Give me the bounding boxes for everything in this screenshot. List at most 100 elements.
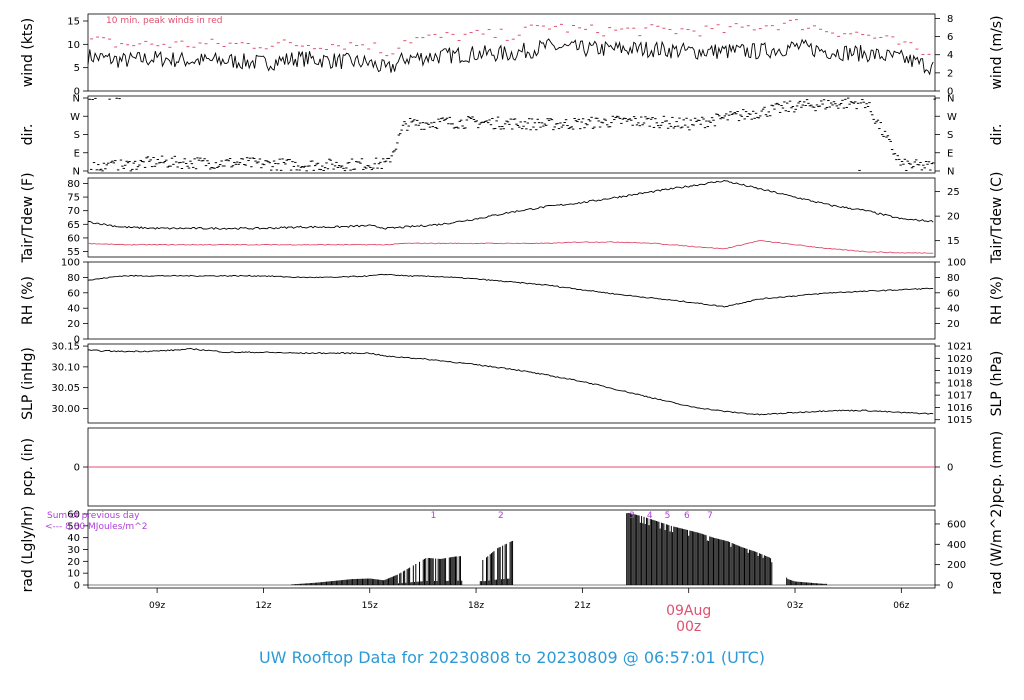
dir-ytick-right-label: W	[947, 112, 957, 123]
temp-ytick-label: 65	[67, 220, 80, 231]
radiation-hour-mark: 7	[707, 511, 713, 521]
slp-ytick-label: 30.10	[51, 362, 80, 373]
pcp-ytick-label: 0	[74, 463, 80, 474]
x-tick-label: 03z	[787, 601, 803, 611]
temp-ylabel: Tair/Tdew (F)	[20, 172, 36, 263]
rh-ytick-label: 20	[67, 319, 80, 330]
radiation-hour-mark: 5	[665, 511, 671, 521]
day-label-z: 00z	[676, 619, 701, 635]
pcp-ytick-right-label: 0	[947, 463, 953, 474]
rh-ytick-right-label: 40	[947, 304, 960, 315]
rh-ytick-label: 100	[61, 258, 80, 269]
rh-ytick-label: 60	[67, 288, 80, 299]
rh-ylabel: RH (%)	[20, 276, 36, 325]
temp-ytick-right-label: 15	[947, 236, 960, 247]
wind-panel-frame	[87, 13, 936, 92]
rh-ytick-right-label: 60	[947, 288, 960, 299]
rad-ytick-label: 40	[67, 533, 80, 544]
temp-ytick-right-label: 20	[947, 212, 960, 223]
peak-winds-note: 10 min. peak winds in red	[106, 16, 223, 26]
dir-ytick-right-label: N	[947, 167, 954, 178]
slp-ytick-right-label: 1017	[947, 391, 972, 402]
x-tick-label: 09z	[149, 601, 165, 611]
page-title: UW Rooftop Data for 20230808 to 20230809…	[258, 648, 766, 667]
temperature-panel-frame	[87, 177, 936, 258]
slp-ytick-right-label: 1015	[947, 415, 972, 426]
rad-ytick-right-label: 400	[947, 540, 966, 551]
slp-panel-frame	[87, 343, 936, 424]
rh-ytick-label: 80	[67, 273, 80, 284]
rad-ytick-label: 30	[67, 545, 80, 556]
rad-ytick-label: 60	[67, 510, 80, 521]
daily-sum-value: <--- 8.80 MJoules/m^2	[45, 522, 147, 532]
wind-speed-line	[87, 38, 934, 76]
direction-panel-frame	[87, 95, 936, 174]
pcp-ylabel: pcp. (in)	[20, 438, 36, 496]
rh-ytick-label: 0	[74, 335, 80, 346]
rad-ytick-label: 50	[67, 521, 80, 532]
slp-ytick-label: 30.15	[51, 342, 80, 353]
rad-ytick-label: 20	[67, 557, 80, 568]
daily-sum-label: Sum of previous day	[47, 511, 140, 521]
x-tick-label: 06z	[893, 601, 909, 611]
x-tick-label: 21z	[574, 601, 590, 611]
rh-panel-frame	[87, 261, 936, 340]
rh-ytick-right-label: 100	[947, 258, 966, 269]
slp-ytick-right-label: 1019	[947, 366, 972, 377]
dir-ytick-right-label: N	[947, 94, 954, 105]
x-tick-label: 12z	[255, 601, 271, 611]
wind-ytick-label: 5	[74, 63, 80, 74]
slp-ytick-right-label: 1020	[947, 354, 972, 365]
x-tick-label: 18z	[468, 601, 484, 611]
wind-ylabel: wind (kts)	[20, 18, 36, 87]
temp-ytick-label: 75	[67, 193, 80, 204]
dir-ytick-right-label: S	[947, 130, 953, 141]
slp-ytick-right-label: 1021	[947, 342, 972, 353]
rad-ylabel: rad (Lgly/hr)	[20, 506, 36, 593]
slp-ytick-label: 30.00	[51, 404, 80, 415]
dir-ytick-label: E	[74, 148, 80, 159]
wind-ytick-right-label: 2	[947, 68, 953, 79]
day-label: 09Aug	[666, 603, 711, 619]
temp-ylabel-right: Tair/Tdew (C)	[989, 172, 1005, 265]
dir-ytick-label: N	[73, 94, 80, 105]
radiation-hour-mark: 2	[498, 511, 504, 521]
radiation-hour-mark: 4	[647, 511, 653, 521]
dir-ylabel-right: dir.	[989, 124, 1005, 146]
rad-ytick-right-label: 600	[947, 519, 966, 530]
radiation-panel-frame	[87, 509, 936, 589]
temp-ytick-label: 55	[67, 247, 80, 258]
x-tick-label: 15z	[362, 601, 378, 611]
slp-ylabel: SLP (inHg)	[20, 347, 36, 420]
wind-ytick-label: 15	[67, 17, 80, 28]
rad-ylabel-right: rad (W/m^2)	[989, 503, 1005, 594]
rad-ytick-right-label: 200	[947, 560, 966, 571]
slp-ylabel-right: SLP (hPa)	[989, 351, 1005, 417]
rh-line	[87, 273, 934, 308]
dir-ytick-right-label: E	[947, 148, 953, 159]
wind-ytick-right-label: 4	[947, 50, 953, 61]
radiation-hour-mark: 6	[684, 511, 690, 521]
wind-ytick-right-label: 8	[947, 14, 953, 25]
slp-line	[87, 348, 934, 416]
rad-ytick-label: 0	[74, 581, 80, 592]
pcp-ylabel-right: pcp. (mm)	[989, 431, 1005, 504]
rad-ytick-right-label: 0	[947, 581, 953, 592]
slp-ytick-right-label: 1018	[947, 378, 972, 389]
rh-ytick-right-label: 20	[947, 319, 960, 330]
rh-ytick-label: 40	[67, 304, 80, 315]
dir-ytick-label: W	[70, 112, 80, 123]
air-temperature-line	[88, 180, 934, 230]
dewpoint-line	[87, 240, 934, 254]
rh-ylabel-right: RH (%)	[989, 276, 1005, 325]
temp-ytick-label: 80	[67, 179, 80, 190]
radiation-hour-mark: 1	[431, 511, 437, 521]
wind-ytick-label: 10	[67, 40, 80, 51]
wind-ytick-label: 0	[74, 87, 80, 98]
rad-ytick-label: 10	[67, 569, 80, 580]
temp-ytick-label: 70	[67, 206, 80, 217]
slp-ytick-right-label: 1016	[947, 403, 972, 414]
rh-ytick-right-label: 80	[947, 273, 960, 284]
